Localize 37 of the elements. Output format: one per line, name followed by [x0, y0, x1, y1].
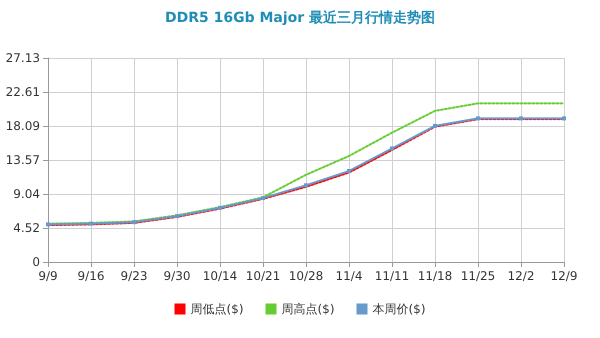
y-tick-label: 9.04: [13, 187, 40, 202]
x-tick-label: 10/14: [202, 269, 238, 283]
point: [476, 116, 480, 120]
point: [304, 183, 308, 188]
point: [390, 146, 394, 150]
y-tick-label: 18.09: [6, 118, 40, 133]
x-tick-label: 10/28: [288, 269, 324, 283]
point: [175, 214, 179, 218]
y-tick-label: 0: [32, 255, 40, 269]
y-tick-label: 13.57: [6, 152, 40, 167]
x-tick-label: 11/18: [418, 269, 452, 283]
legend-label: 周低点($): [190, 302, 244, 316]
x-tick-label: 9/16: [78, 269, 104, 283]
x-tick-label: 9/9: [38, 269, 58, 283]
point: [562, 116, 566, 120]
point: [46, 222, 50, 226]
legend-label: 周高点($): [282, 302, 334, 316]
x-tick-label: 11/4: [336, 269, 362, 283]
point: [433, 124, 437, 128]
legend-label: 本周价($): [372, 302, 426, 316]
y-tick-label: 27.13: [6, 51, 40, 65]
point: [519, 116, 523, 120]
x-tick-label: 10/21: [246, 269, 280, 283]
x-tick-label: 12/9: [550, 269, 578, 283]
point: [89, 222, 93, 226]
x-tick-label: 11/11: [374, 269, 410, 283]
point: [218, 206, 222, 210]
point: [132, 220, 136, 224]
chart-title: DDR5 16Gb Major 最近三月行情走势图: [164, 9, 436, 26]
point: [261, 196, 265, 200]
y-tick-label: 4.52: [13, 221, 40, 236]
point: [347, 169, 351, 174]
x-tick-label: 9/23: [120, 269, 148, 283]
x-tick-label: 9/30: [164, 269, 190, 283]
y-tick-label: 22.61: [6, 84, 40, 99]
x-tick-label: 12/2: [508, 269, 534, 283]
x-tick-label: 11/25: [460, 269, 496, 283]
